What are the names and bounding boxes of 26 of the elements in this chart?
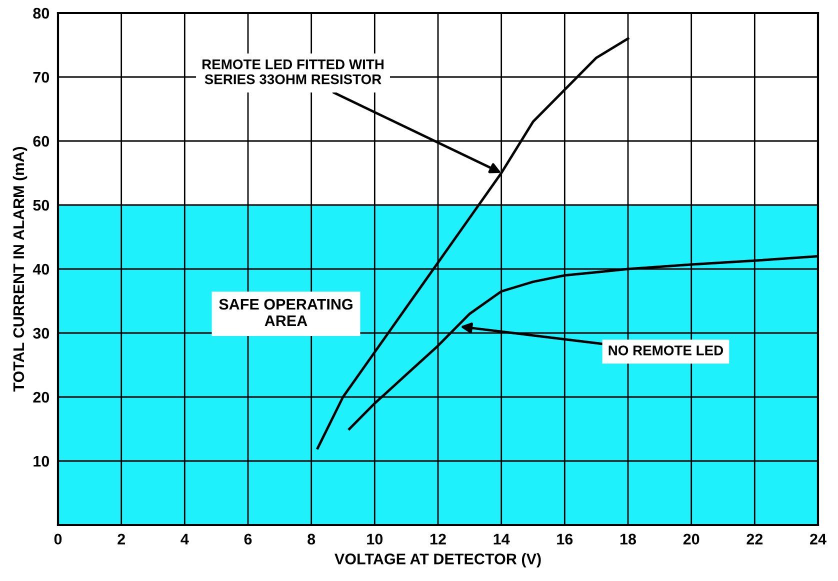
annotation: REMOTE LED FITTED WITH SERIES 33OHM RESISTOR: [202, 59, 384, 84]
y-tick-label: 30: [33, 328, 50, 339]
x-tick-label: 24: [810, 534, 826, 544]
y-tick-label: 50: [33, 200, 50, 211]
x-tick-label: 10: [367, 534, 383, 545]
band-label: SAFE OPERATING AREA: [219, 298, 352, 326]
x-tick-label: 2: [118, 534, 125, 544]
y-tick-label: 40: [32, 264, 50, 275]
x-tick-label: 0: [54, 534, 62, 545]
y-tick-label: 80: [33, 8, 50, 19]
y-tick-label: 20: [33, 392, 50, 403]
x-tick-label: 16: [557, 534, 573, 545]
x-tick-label: 18: [620, 534, 636, 545]
annotation: NO REMOTE LED: [608, 345, 724, 356]
y-axis-title: TOTAL CURRENT IN ALARM (mA): [12, 146, 28, 392]
y-tick-label: 70: [33, 72, 50, 83]
x-tick-label: 20: [683, 534, 700, 545]
y-tick-label: 60: [33, 136, 50, 147]
x-tick-label: 22: [746, 534, 763, 544]
y-tick-label: 10: [34, 456, 50, 467]
x-tick-label: 14: [494, 534, 510, 544]
x-tick-label: 6: [244, 534, 252, 545]
x-tick-label: 12: [430, 534, 446, 544]
x-axis-title: VOLTAGE AT DETECTOR (V): [334, 553, 541, 568]
x-tick-label: 8: [308, 534, 316, 545]
x-tick-label: 4: [180, 534, 189, 544]
